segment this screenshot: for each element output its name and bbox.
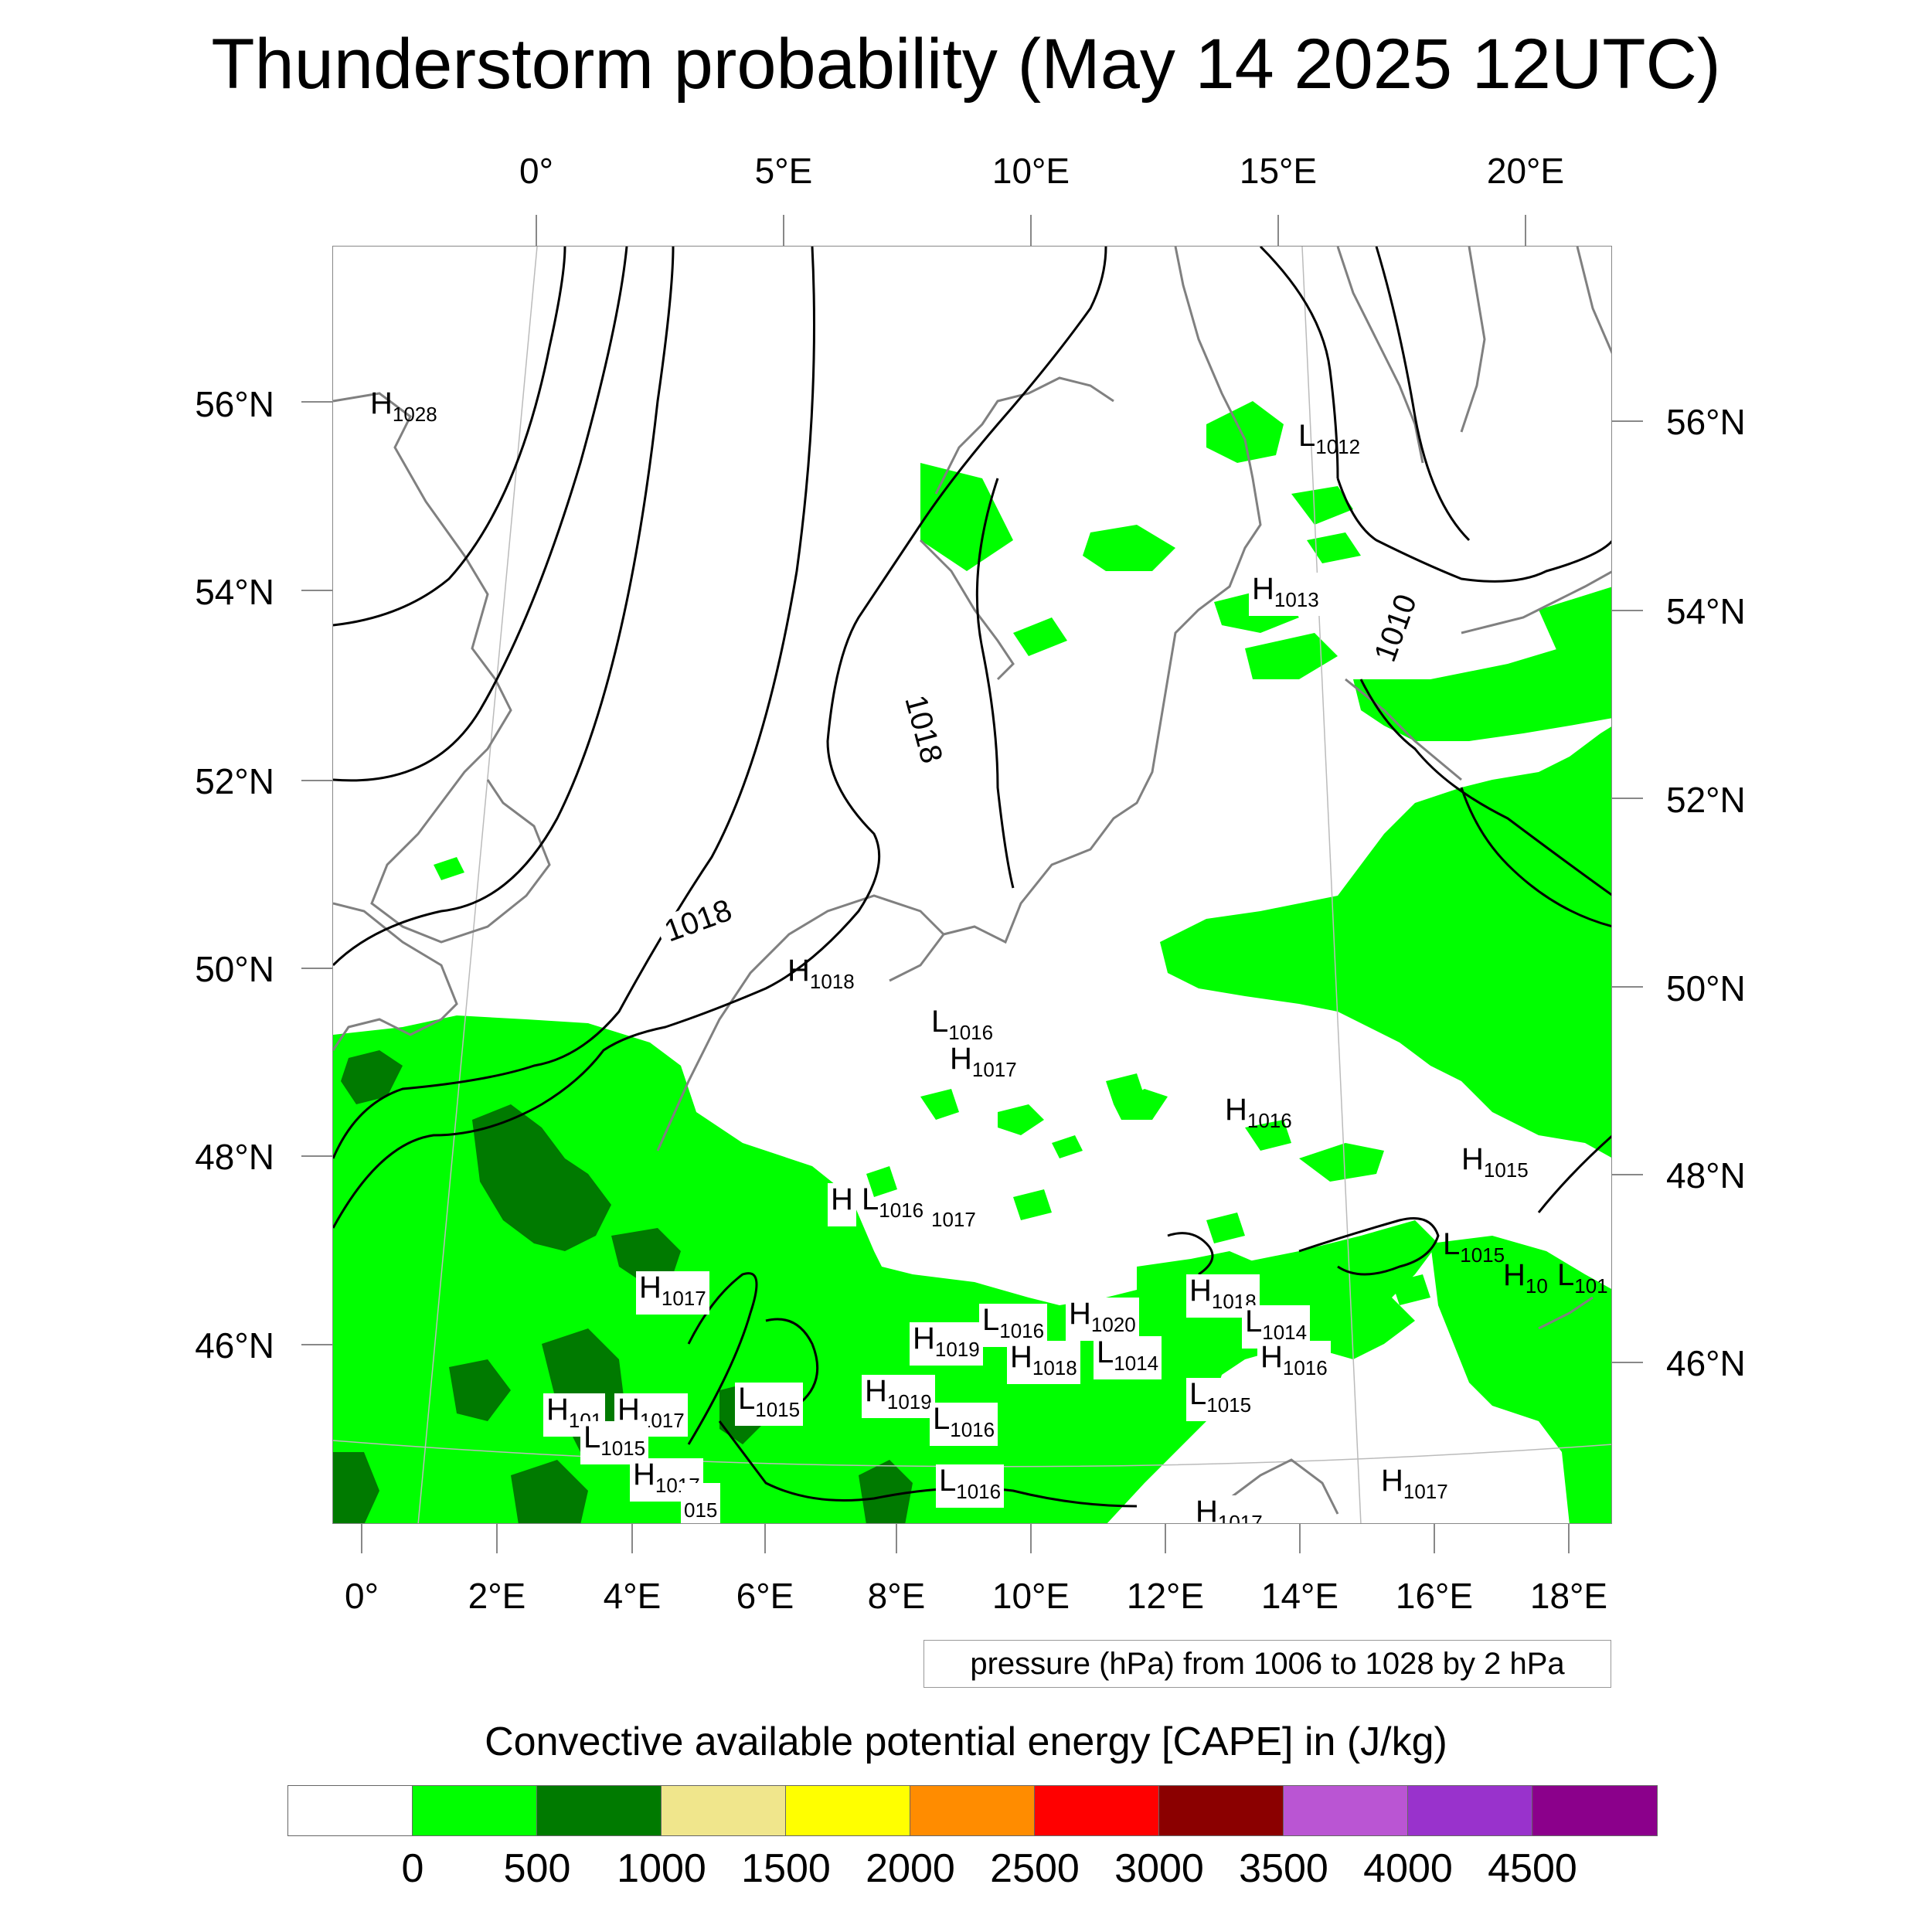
colorbar-swatch bbox=[1035, 1786, 1159, 1835]
colorbar-tick-label: 0 bbox=[401, 1846, 424, 1891]
pressure-system-label: H1028 bbox=[370, 386, 437, 426]
bottom-lon-label: 18°E bbox=[1529, 1576, 1608, 1616]
right-lat-label: 46°N bbox=[1666, 1343, 1746, 1383]
pressure-system-label: H1020 bbox=[1066, 1298, 1139, 1341]
colorbar-tick-label: 3000 bbox=[1114, 1846, 1204, 1891]
colorbar-tick-label: 4500 bbox=[1488, 1846, 1577, 1891]
colorbar-swatch bbox=[1159, 1786, 1284, 1835]
left-lat-label: 54°N bbox=[195, 572, 274, 612]
left-lat-label: 52°N bbox=[195, 761, 274, 801]
pressure-system-label: 015 bbox=[681, 1483, 721, 1523]
top-lon-label: 10°E bbox=[992, 151, 1070, 191]
top-lon-label: 0° bbox=[519, 151, 553, 191]
bottom-lon-label: 12°E bbox=[1126, 1576, 1205, 1616]
svg-text:1018: 1018 bbox=[660, 893, 736, 949]
contour-label: 1018 bbox=[895, 684, 949, 768]
pressure-system-label: H1016 bbox=[1225, 1093, 1292, 1132]
bottom-lon-label: 14°E bbox=[1260, 1576, 1339, 1616]
right-lat-label: 48°N bbox=[1666, 1155, 1746, 1196]
colorbar-swatch bbox=[288, 1786, 413, 1835]
pressure-system-label: L1016 bbox=[979, 1304, 1048, 1347]
pressure-system-label: 1017 bbox=[931, 1208, 976, 1231]
pressure-system-label: H1017 bbox=[1381, 1464, 1448, 1503]
colorbar-swatch bbox=[1408, 1786, 1532, 1835]
colorbar-swatch bbox=[662, 1786, 786, 1835]
contour-label: 1010 bbox=[1366, 587, 1425, 672]
pressure-system-label: L1015 bbox=[1443, 1227, 1505, 1267]
bottom-lon-label: 16°E bbox=[1395, 1576, 1474, 1616]
pressure-system-label: L1016 bbox=[930, 1403, 998, 1446]
isobars bbox=[333, 247, 1611, 1508]
pressure-system-label: L1016 bbox=[936, 1464, 1005, 1508]
pressure-system-label: L1012 bbox=[1298, 419, 1361, 458]
pressure-system-label: L1014 bbox=[1094, 1336, 1162, 1379]
contour-label: 1018 bbox=[654, 893, 739, 952]
svg-text:1010: 1010 bbox=[1368, 590, 1423, 666]
pressure-system-label: H1015 bbox=[1461, 1142, 1529, 1182]
bottom-lon-label: 8°E bbox=[867, 1576, 926, 1616]
pressure-system-label: H1019 bbox=[862, 1375, 935, 1418]
pressure-legend-note: pressure (hPa) from 1006 to 1028 by 2 hP… bbox=[923, 1640, 1611, 1688]
top-lon-label: 15°E bbox=[1239, 151, 1318, 191]
left-lat-label: 46°N bbox=[195, 1325, 274, 1366]
chart-title: Thunderstorm probability (May 14 2025 12… bbox=[211, 25, 1721, 104]
bottom-lon-label: 2°E bbox=[468, 1576, 526, 1616]
colorbar-tick-label: 1500 bbox=[741, 1846, 831, 1891]
top-lon-label: 20°E bbox=[1486, 151, 1565, 191]
colorbar-tick-label: 4000 bbox=[1363, 1846, 1453, 1891]
bottom-lon-label: 4°E bbox=[603, 1576, 662, 1616]
right-lat-label: 54°N bbox=[1666, 591, 1746, 631]
colorbar-tick-label: 500 bbox=[503, 1846, 571, 1891]
bottom-lon-label: 6°E bbox=[736, 1576, 794, 1616]
map-panel[interactable]: 1018 1018 1010 H1028 L1012 H1013 H1018 L… bbox=[332, 246, 1612, 1524]
pressure-system-label: H1018 bbox=[787, 954, 855, 993]
colorbar-swatch bbox=[1284, 1786, 1408, 1835]
map-canvas: 1018 1018 1010 bbox=[333, 247, 1611, 1523]
colorbar-swatch bbox=[537, 1786, 662, 1835]
bottom-lon-label: 10°E bbox=[992, 1576, 1070, 1616]
pressure-system-label: L1015 bbox=[580, 1421, 649, 1464]
left-lat-label: 56°N bbox=[195, 384, 274, 424]
pressure-system-label: H1017 bbox=[630, 1458, 703, 1502]
bottom-lon-label: 0° bbox=[345, 1576, 379, 1616]
pressure-system-label: L1016 bbox=[931, 1005, 994, 1044]
pressure-system-label: L1015 bbox=[1186, 1378, 1255, 1421]
pressure-system-label: H1017 bbox=[636, 1271, 709, 1315]
pressure-system-label: H bbox=[828, 1183, 856, 1226]
pressure-system-label: H1016 bbox=[1257, 1341, 1331, 1384]
pressure-system-label: H1017 bbox=[1192, 1495, 1266, 1523]
colorbar-swatch bbox=[910, 1786, 1035, 1835]
left-lat-label: 48°N bbox=[195, 1137, 274, 1177]
pressure-system-label: H1018 bbox=[1007, 1341, 1080, 1384]
colorbar-swatch bbox=[413, 1786, 537, 1835]
coastlines bbox=[333, 247, 1611, 1515]
pressure-system-label: L101 bbox=[1557, 1258, 1608, 1298]
top-lon-label: 5°E bbox=[754, 151, 813, 191]
colorbar-swatch bbox=[1532, 1786, 1657, 1835]
pressure-system-label: L1015 bbox=[735, 1383, 804, 1426]
cape-colorbar bbox=[287, 1785, 1658, 1836]
colorbar-title: Convective available potential energy [C… bbox=[485, 1719, 1447, 1764]
pressure-system-label: L1016 bbox=[862, 1182, 924, 1222]
right-lat-label: 50°N bbox=[1666, 968, 1746, 1009]
colorbar-tick-label: 3500 bbox=[1239, 1846, 1328, 1891]
pressure-system-label: H1019 bbox=[910, 1322, 983, 1366]
pressure-system-label: H1017 bbox=[950, 1042, 1017, 1081]
pressure-system-label: H10 bbox=[1503, 1258, 1548, 1298]
colorbar-tick-label: 1000 bbox=[617, 1846, 706, 1891]
right-lat-label: 56°N bbox=[1666, 402, 1746, 442]
colorbar-tick-label: 2000 bbox=[866, 1846, 955, 1891]
pressure-system-label: H1013 bbox=[1249, 573, 1322, 616]
colorbar-swatch bbox=[786, 1786, 910, 1835]
colorbar-tick-label: 2500 bbox=[990, 1846, 1080, 1891]
right-lat-label: 52°N bbox=[1666, 780, 1746, 820]
left-lat-label: 50°N bbox=[195, 949, 274, 989]
